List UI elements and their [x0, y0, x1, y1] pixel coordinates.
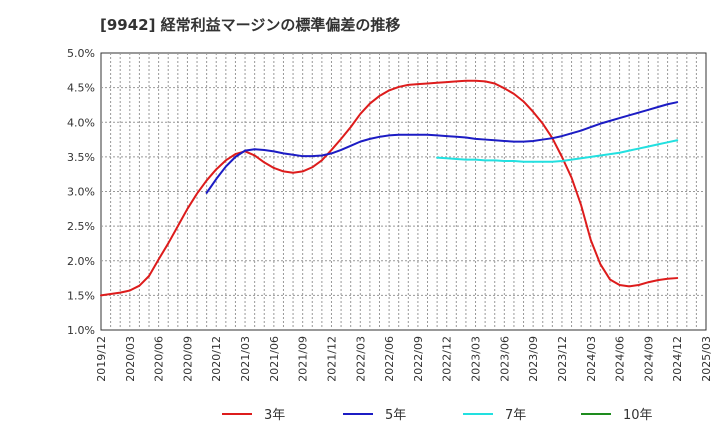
y-tick-label: 4.0% — [67, 116, 95, 129]
y-tick-label: 1.5% — [67, 289, 95, 302]
x-tick-label: 2025/03 — [700, 336, 713, 382]
x-tick-label: 2023/03 — [470, 336, 483, 382]
legend-label: 7年 — [505, 408, 526, 423]
x-tick-label: 2024/03 — [585, 336, 598, 382]
x-tick-label: 2023/12 — [556, 336, 569, 382]
series-line-7年 — [436, 139, 679, 163]
x-axis: 2019/12 2020/03 2020/06 2020/09 2020/12 2021/… — [95, 336, 713, 382]
x-tick-label: 2021/06 — [268, 336, 281, 382]
x-tick-label: 2024/06 — [614, 336, 627, 382]
legend-label: 10年 — [623, 408, 653, 423]
y-axis: 1.0% 1.5% 2.0% 2.5% 3.0% 3.5% 4.0% 4.5% 5.0% — [67, 47, 95, 337]
legend: 3年 5年 7年 10年 — [222, 408, 653, 423]
legend-label: 3年 — [264, 408, 285, 423]
x-tick-label: 2020/03 — [124, 336, 137, 382]
x-tick-label: 2020/12 — [210, 336, 223, 382]
x-tick-label: 2019/12 — [95, 336, 108, 382]
x-tick-label: 2022/03 — [354, 336, 367, 382]
series-line-5年 — [205, 101, 679, 194]
series-lines — [100, 79, 679, 297]
y-tick-label: 3.0% — [67, 186, 95, 199]
x-tick-label: 2021/12 — [325, 336, 338, 382]
x-tick-label: 2022/09 — [412, 336, 425, 382]
y-tick-label: 1.0% — [67, 324, 95, 337]
x-tick-label: 2020/09 — [181, 336, 194, 382]
x-tick-label: 2020/06 — [153, 336, 166, 382]
legend-label: 5年 — [385, 408, 406, 423]
y-tick-label: 2.5% — [67, 220, 95, 233]
x-tick-label: 2022/12 — [441, 336, 454, 382]
x-tick-label: 2024/09 — [642, 336, 655, 382]
plot-frame — [100, 52, 707, 331]
y-tick-label: 4.5% — [67, 82, 95, 95]
x-tick-label: 2023/06 — [498, 336, 511, 382]
chart-title: [9942] 経常利益マージンの標準偏差の推移 — [100, 16, 401, 34]
x-tick-label: 2024/12 — [671, 336, 684, 382]
x-tick-label: 2021/03 — [239, 336, 252, 382]
x-tick-label: 2023/09 — [527, 336, 540, 382]
x-tick-label: 2021/09 — [297, 336, 310, 382]
y-tick-label: 5.0% — [67, 47, 95, 60]
y-tick-label: 2.0% — [67, 255, 95, 268]
series-line-3年 — [100, 79, 679, 297]
plot-area — [100, 52, 707, 331]
x-tick-label: 2022/06 — [383, 336, 396, 382]
y-tick-label: 3.5% — [67, 151, 95, 164]
